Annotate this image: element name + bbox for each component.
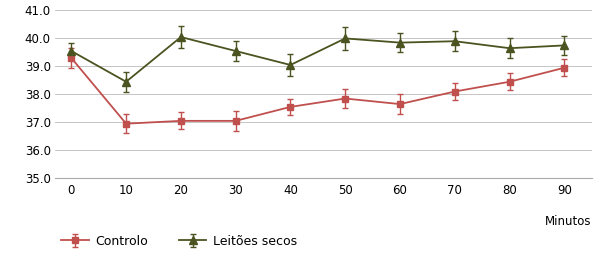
Text: Minutos: Minutos — [545, 215, 592, 228]
Legend: Controlo, Leitões secos: Controlo, Leitões secos — [61, 235, 297, 248]
